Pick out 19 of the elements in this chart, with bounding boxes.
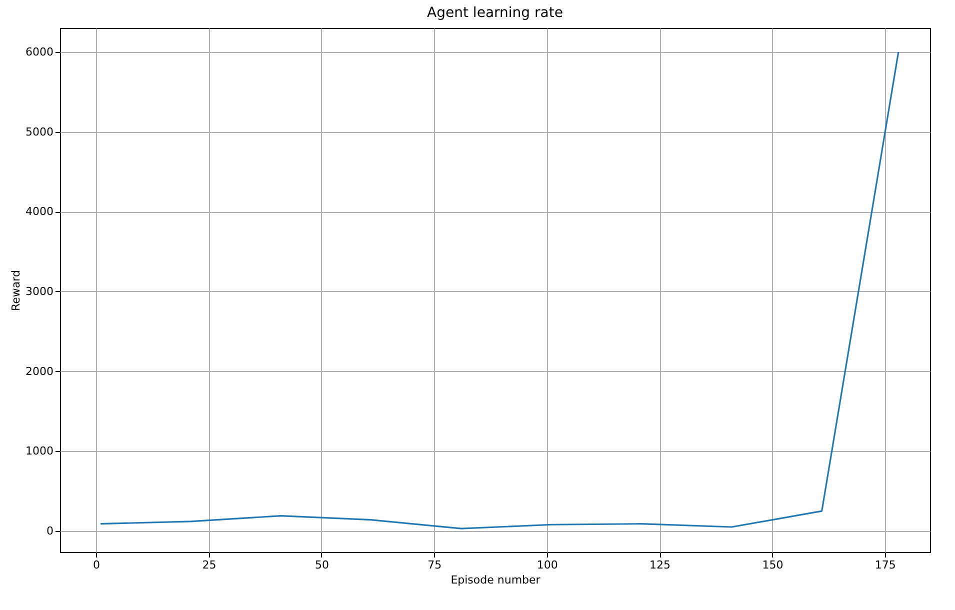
x-tick-label: 25	[202, 558, 216, 572]
y-tick-label: 6000	[26, 45, 54, 58]
x-tick-label: 75	[428, 558, 442, 572]
chart-title: Agent learning rate	[427, 5, 563, 21]
y-tick-label: 0	[46, 524, 54, 538]
y-tick-label: 2000	[26, 364, 54, 378]
y-axis-title: Reward	[10, 270, 23, 311]
x-tick-label: 100	[536, 558, 558, 572]
x-tick-label: 0	[93, 558, 100, 572]
x-tick-label: 50	[314, 558, 329, 572]
x-tick-label: 125	[650, 558, 671, 572]
y-tick-label: 4000	[26, 205, 54, 218]
line-series	[100, 51, 900, 530]
y-tick-label: 1000	[26, 444, 54, 458]
x-axis-title: Episode number	[450, 574, 541, 586]
y-tick-label: 3000	[26, 284, 54, 298]
x-tick-label: 150	[762, 558, 784, 572]
x-tick-label: 175	[874, 558, 896, 572]
y-tick-label: 5000	[26, 125, 54, 138]
